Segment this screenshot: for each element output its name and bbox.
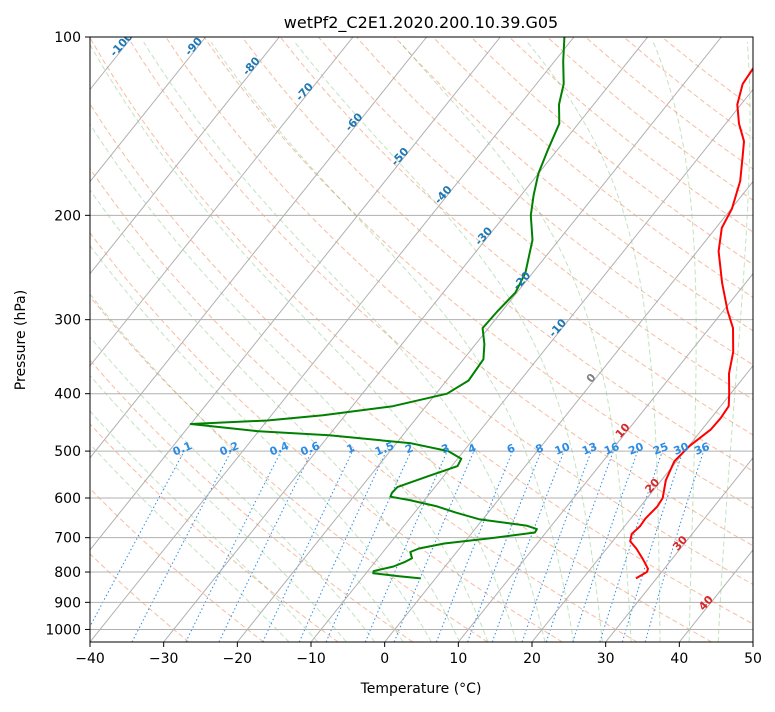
- x-tick-label: 50: [744, 651, 762, 667]
- x-axis-label: Temperature (°C): [360, 681, 482, 697]
- x-tick-label: −40: [75, 651, 105, 667]
- y-tick-label: 700: [54, 531, 81, 547]
- y-tick-label: 800: [54, 565, 81, 581]
- x-tick-label: 20: [523, 651, 541, 667]
- x-tick-label: 30: [597, 651, 615, 667]
- x-tick-label: −10: [296, 651, 326, 667]
- x-tick-label: 40: [670, 651, 688, 667]
- x-tick-label: −30: [149, 651, 179, 667]
- y-tick-label: 100: [54, 30, 81, 46]
- y-tick-label: 400: [54, 387, 81, 403]
- y-tick-label: 900: [54, 595, 81, 611]
- x-tick-label: 0: [380, 651, 389, 667]
- y-tick-label: 500: [54, 444, 81, 460]
- x-tick-label: −20: [223, 651, 253, 667]
- y-axis-label: Pressure (hPa): [13, 290, 29, 390]
- x-tick-label: 10: [449, 651, 467, 667]
- y-tick-label: 200: [54, 208, 81, 224]
- chart-title: wetPf2_C2E1.2020.200.10.39.G05: [284, 13, 558, 33]
- y-tick-label: 1000: [45, 622, 81, 638]
- y-tick-label: 600: [54, 491, 81, 507]
- y-tick-label: 300: [54, 313, 81, 329]
